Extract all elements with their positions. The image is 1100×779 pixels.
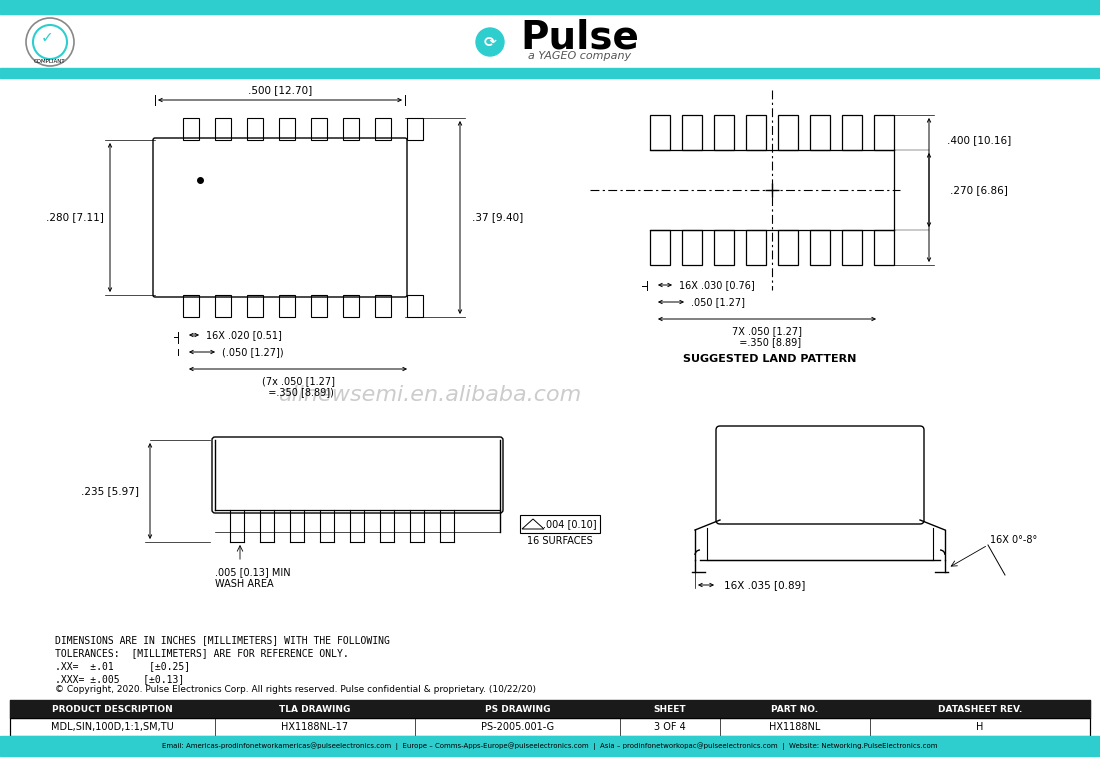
Bar	[10, 718, 1090, 736]
Text: a YAGEO company: a YAGEO company	[528, 51, 631, 61]
Bar	[714, 115, 734, 150]
Text: .280 [7.11]: .280 [7.11]	[46, 213, 103, 223]
Circle shape	[476, 28, 504, 56]
Text: .XX=  ±.01      [±0.25]: .XX= ±.01 [±0.25]	[55, 661, 190, 671]
Bar	[810, 115, 830, 150]
Text: Pulse: Pulse	[520, 18, 639, 56]
Text: DATASHEET REV.: DATASHEET REV.	[938, 704, 1022, 714]
Text: PS-2005.001-G: PS-2005.001-G	[481, 722, 554, 732]
Bar	[343, 295, 359, 317]
Text: SHEET: SHEET	[653, 704, 686, 714]
Text: SUGGESTED LAND PATTERN: SUGGESTED LAND PATTERN	[683, 354, 857, 364]
Text: (.050 [1.27]): (.050 [1.27])	[222, 347, 284, 357]
Bar	[375, 295, 390, 317]
Bar	[714, 230, 734, 265]
Text: .500 [12.70]: .500 [12.70]	[248, 85, 312, 95]
Text: TOLERANCES:  [MILLIMETERS] ARE FOR REFERENCE ONLY.: TOLERANCES: [MILLIMETERS] ARE FOR REFERE…	[55, 648, 349, 658]
Text: TLA DRAWING: TLA DRAWING	[279, 704, 351, 714]
Bar	[682, 115, 702, 150]
Text: .050 [1.27]: .050 [1.27]	[691, 297, 745, 307]
Text: .XXX= ±.005    [±0.13]: .XXX= ±.005 [±0.13]	[55, 674, 185, 684]
Text: .400 [10.16]: .400 [10.16]	[947, 135, 1011, 145]
Bar	[682, 230, 702, 265]
Text: =.350 [8.89]: =.350 [8.89]	[733, 337, 801, 347]
Text: PART NO.: PART NO.	[771, 704, 818, 714]
Text: 16X 0°-8°: 16X 0°-8°	[990, 535, 1037, 545]
Bar	[520, 515, 600, 533]
Bar	[874, 230, 894, 265]
Text: DIMENSIONS ARE IN INCHES [MILLIMETERS] WITH THE FOLLOWING: DIMENSIONS ARE IN INCHES [MILLIMETERS] W…	[55, 635, 389, 645]
Bar	[746, 230, 766, 265]
Bar	[10, 700, 1090, 718]
Text: PRODUCT DESCRIPTION: PRODUCT DESCRIPTION	[52, 704, 173, 714]
Bar	[0, 736, 1100, 756]
Bar	[375, 118, 390, 140]
Text: WASH AREA: WASH AREA	[214, 579, 274, 589]
Bar	[214, 118, 231, 140]
Bar	[183, 118, 199, 140]
Text: H: H	[977, 722, 983, 732]
Text: 7X .050 [1.27]: 7X .050 [1.27]	[732, 326, 802, 336]
Bar	[0, 68, 1100, 78]
Text: ⟳: ⟳	[484, 34, 496, 50]
Text: HX1188NL-17: HX1188NL-17	[282, 722, 349, 732]
Bar	[279, 295, 295, 317]
Text: 16X .035 [0.89]: 16X .035 [0.89]	[724, 580, 805, 590]
Text: .005 [0.13] MIN: .005 [0.13] MIN	[214, 567, 290, 577]
Bar	[874, 115, 894, 150]
Text: PS DRAWING: PS DRAWING	[485, 704, 550, 714]
Bar	[343, 118, 359, 140]
Bar	[746, 115, 766, 150]
Bar	[214, 295, 231, 317]
Text: 16X .030 [0.76]: 16X .030 [0.76]	[679, 280, 755, 290]
Bar	[407, 118, 424, 140]
Bar	[407, 295, 424, 317]
Text: COMPLIANT: COMPLIANT	[34, 59, 66, 64]
Bar	[842, 230, 862, 265]
Bar	[279, 118, 295, 140]
Bar	[311, 118, 327, 140]
Text: allnewsemi.en.alibaba.com: allnewsemi.en.alibaba.com	[278, 385, 582, 405]
Bar	[650, 230, 670, 265]
Bar	[183, 295, 199, 317]
Bar	[248, 295, 263, 317]
Bar	[248, 118, 263, 140]
Text: MDL,SIN,100D,1:1,SM,TU: MDL,SIN,100D,1:1,SM,TU	[51, 722, 174, 732]
Text: 3 OF 4: 3 OF 4	[654, 722, 686, 732]
Bar	[650, 115, 670, 150]
Bar	[778, 115, 798, 150]
Text: (7x .050 [1.27]: (7x .050 [1.27]	[262, 376, 334, 386]
Text: HX1188NL: HX1188NL	[769, 722, 821, 732]
Bar	[0, 0, 1100, 14]
Text: Email: Americas-prodinfonetworkamericas@pulseelectronics.com  |  Europe – Comms-: Email: Americas-prodinfonetworkamericas@…	[163, 742, 937, 750]
Text: 16X .020 [0.51]: 16X .020 [0.51]	[206, 330, 282, 340]
Text: © Copyright, 2020. Pulse Electronics Corp. All rights reserved. Pulse confidenti: © Copyright, 2020. Pulse Electronics Cor…	[55, 686, 536, 695]
Text: =.350 [8.89]): =.350 [8.89])	[262, 387, 334, 397]
Text: .004 [0.10]: .004 [0.10]	[543, 519, 597, 529]
Bar	[0, 14, 1100, 68]
Bar	[311, 295, 327, 317]
Bar	[778, 230, 798, 265]
Text: .235 [5.97]: .235 [5.97]	[81, 486, 139, 496]
Bar	[842, 115, 862, 150]
Text: 16 SURFACES: 16 SURFACES	[527, 536, 593, 546]
Text: ✓: ✓	[41, 30, 54, 45]
Text: .270 [6.86]: .270 [6.86]	[950, 185, 1008, 195]
Text: .37 [9.40]: .37 [9.40]	[472, 213, 524, 223]
Bar	[810, 230, 830, 265]
